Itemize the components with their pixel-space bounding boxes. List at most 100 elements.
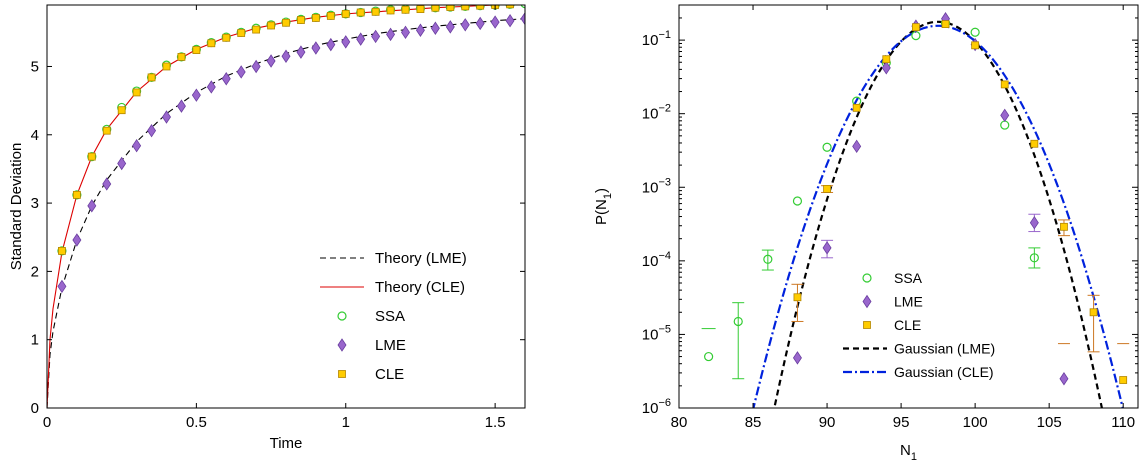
ssa-point bbox=[733, 316, 743, 327]
data-layer bbox=[47, 5, 525, 408]
x-tick-label: 110 bbox=[1111, 414, 1135, 431]
ssa-point bbox=[970, 27, 980, 37]
ssa-point bbox=[176, 52, 187, 62]
lme-point bbox=[520, 11, 525, 26]
lme-point bbox=[206, 80, 216, 94]
y-tick-label: 10−3 bbox=[642, 176, 671, 196]
ssa-point bbox=[475, 5, 485, 11]
cle-point bbox=[341, 9, 350, 18]
ssa-point bbox=[146, 72, 157, 83]
x-tick-label: 1 bbox=[342, 414, 350, 431]
lme-point bbox=[147, 123, 157, 138]
x-label-main: N bbox=[900, 442, 911, 459]
data-layer bbox=[701, 12, 1130, 408]
gaussian-cle-curve bbox=[752, 24, 1124, 408]
legend-label-cle: CLE bbox=[375, 366, 404, 383]
y-tick-label: 10−6 bbox=[642, 397, 671, 417]
lme-point bbox=[162, 110, 171, 124]
gaussian-lme-curve bbox=[773, 20, 1104, 408]
legend-marker-ssa bbox=[862, 273, 872, 283]
lme-point bbox=[102, 177, 112, 191]
tick-base: 10 bbox=[642, 179, 659, 196]
legend-label-ssa: SSA bbox=[894, 270, 923, 286]
cle-point bbox=[461, 5, 470, 11]
lme-point bbox=[852, 139, 862, 154]
cle-point bbox=[177, 53, 186, 61]
cle-point bbox=[882, 55, 891, 64]
legend: SSA LME CLE Gaussian (LME) Gaussian (CLE) bbox=[843, 270, 995, 380]
tick-base: 10 bbox=[642, 326, 659, 343]
cle-point bbox=[431, 5, 440, 12]
lme-point bbox=[311, 41, 321, 55]
ssa-point bbox=[822, 142, 832, 152]
lme-point bbox=[281, 49, 291, 63]
legend-marker-lme bbox=[862, 294, 872, 309]
legend-marker-cle bbox=[863, 321, 871, 329]
y-tick-label: 0 bbox=[31, 400, 39, 417]
cle-point bbox=[1119, 376, 1128, 384]
cle-point bbox=[117, 106, 126, 115]
y-tick-label: 10−2 bbox=[642, 103, 671, 123]
tick-base: 10 bbox=[642, 400, 659, 417]
plot-area bbox=[47, 5, 525, 408]
axes-box bbox=[678, 4, 1139, 409]
ssa-point bbox=[430, 5, 440, 13]
lme-point bbox=[792, 351, 802, 365]
ssa-point bbox=[460, 5, 470, 11]
cle-point bbox=[297, 16, 305, 24]
cle-point bbox=[282, 18, 290, 27]
cle-point bbox=[416, 5, 425, 13]
lme-point bbox=[386, 27, 396, 42]
cle-point bbox=[793, 293, 802, 302]
x-tick-label: 95 bbox=[893, 414, 910, 431]
ssa-point bbox=[505, 5, 515, 9]
legend-label-ssa: SSA bbox=[375, 308, 405, 325]
legend-label-gaussian-cle: Gaussian (CLE) bbox=[894, 364, 994, 380]
x-tick-label: 100 bbox=[963, 414, 988, 431]
x-label-sub: 1 bbox=[911, 451, 917, 461]
cle-point bbox=[222, 33, 231, 42]
tick-exponent: −6 bbox=[658, 397, 671, 409]
y-label-main: P(N bbox=[593, 199, 610, 225]
cle-point bbox=[326, 12, 335, 20]
lme-point bbox=[460, 18, 470, 32]
lme-point bbox=[356, 32, 366, 46]
y-tick-label: 10−5 bbox=[642, 323, 671, 343]
tick-base: 10 bbox=[642, 32, 659, 49]
lme-point bbox=[72, 233, 82, 247]
legend-marker-lme bbox=[337, 338, 347, 352]
lme-point bbox=[822, 241, 832, 255]
lme-point bbox=[326, 37, 336, 52]
lme-point bbox=[87, 199, 97, 213]
lme-point bbox=[445, 20, 455, 34]
lme-point bbox=[881, 61, 891, 75]
lme-point bbox=[415, 23, 425, 37]
cle-point bbox=[506, 5, 514, 9]
cle-point bbox=[912, 23, 920, 32]
lme-point bbox=[341, 35, 351, 49]
x-axis-label: N1 bbox=[900, 442, 917, 461]
cle-point bbox=[401, 5, 410, 14]
y-axis-label: Standard Deviation bbox=[8, 143, 25, 271]
legend-label-lme: LME bbox=[375, 337, 406, 354]
lme-point bbox=[371, 29, 381, 44]
y-label-sub: 1 bbox=[602, 193, 614, 199]
cle-point bbox=[356, 8, 365, 17]
y-tick-label: 10−4 bbox=[642, 250, 671, 270]
tick-base: 10 bbox=[642, 253, 659, 270]
cle-point bbox=[237, 29, 246, 37]
y-tick-label: 3 bbox=[31, 195, 39, 212]
cle-point bbox=[58, 246, 66, 255]
legend-label-gaussian-lme: Gaussian (LME) bbox=[894, 341, 995, 357]
cle-point bbox=[1030, 139, 1039, 148]
lme-point bbox=[117, 156, 127, 171]
cle-point bbox=[102, 126, 111, 135]
cle-point bbox=[147, 73, 156, 82]
tick-exponent: −5 bbox=[658, 323, 671, 335]
legend-label-cle: CLE bbox=[894, 317, 921, 333]
x-tick-label: 1.5 bbox=[485, 414, 506, 431]
lme-point bbox=[490, 15, 500, 29]
tick-exponent: −4 bbox=[658, 250, 671, 262]
cle-point bbox=[386, 6, 395, 15]
